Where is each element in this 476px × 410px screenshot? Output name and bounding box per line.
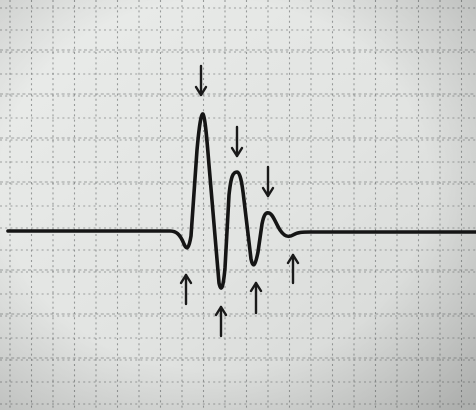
- grid-paper: [0, 0, 476, 410]
- photo-vignette: [0, 0, 476, 410]
- photo-scene: [0, 0, 476, 410]
